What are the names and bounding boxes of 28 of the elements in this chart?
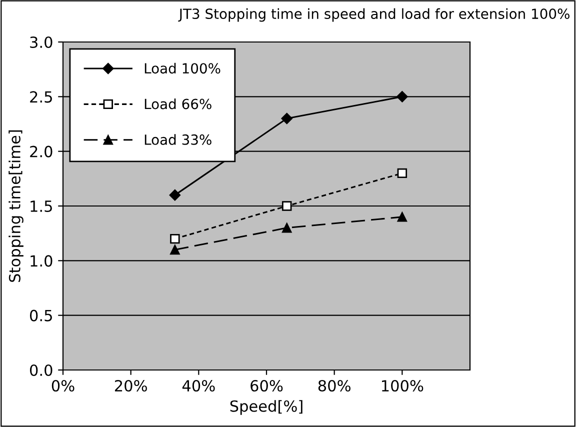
y-tick-label: 2.5: [30, 91, 52, 103]
y-tick-label: 0.5: [30, 310, 52, 322]
y-tick-label: 1.0: [30, 255, 52, 267]
point: [282, 201, 292, 211]
legend-label: Load 100%: [144, 62, 220, 74]
point: [169, 189, 181, 201]
chart-title: JT3 Stopping time in speed and load for extension 100%: [178, 8, 570, 22]
x-tick-label: 20%: [114, 380, 147, 392]
point: [397, 168, 408, 178]
legend-label: Load 33%: [144, 134, 212, 145]
point: [170, 234, 180, 244]
x-tick-label: 40%: [182, 380, 215, 392]
legend-label: Load 66%: [144, 98, 212, 110]
x-tick-label: 80%: [318, 380, 350, 392]
y-tick-label: 1.5: [30, 200, 52, 212]
x-tick-label: 0%: [52, 380, 74, 392]
y-tick-label: 2.0: [30, 146, 52, 158]
y-tick-label: 0.0: [30, 364, 52, 376]
y-axis-title: Stopping time[time]: [8, 130, 24, 282]
x-tick-label: 100%: [382, 380, 424, 392]
point: [282, 223, 292, 233]
x-axis-title: Speed[%]: [230, 400, 302, 415]
point: [170, 244, 180, 255]
point: [396, 91, 408, 102]
point: [281, 112, 292, 124]
x-tick-label: 60%: [250, 380, 283, 392]
y-tick-label: 3.0: [30, 36, 52, 48]
point: [397, 212, 408, 222]
